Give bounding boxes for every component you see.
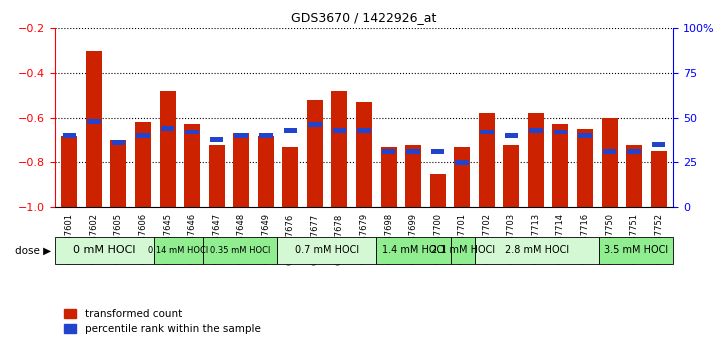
Bar <box>111 140 125 145</box>
Text: 3.5 mM HOCl: 3.5 mM HOCl <box>604 245 668 256</box>
Bar <box>475 237 599 264</box>
Bar <box>283 128 297 133</box>
Bar <box>651 151 667 207</box>
Bar <box>61 136 77 207</box>
Bar <box>529 128 542 133</box>
Bar <box>111 140 127 207</box>
Bar <box>203 237 277 264</box>
Bar <box>307 100 323 207</box>
Bar <box>553 124 569 207</box>
Bar <box>259 133 272 138</box>
Bar <box>136 133 150 138</box>
Bar <box>628 149 641 154</box>
Bar <box>357 128 371 133</box>
Bar <box>480 130 494 135</box>
Bar <box>258 136 274 207</box>
Bar <box>626 144 642 207</box>
Bar <box>234 133 248 138</box>
Bar <box>479 113 495 207</box>
Bar <box>210 137 223 142</box>
Bar <box>308 122 322 127</box>
Bar <box>528 113 544 207</box>
Legend: transformed count, percentile rank within the sample: transformed count, percentile rank withi… <box>60 305 265 338</box>
Text: 0 mM HOCl: 0 mM HOCl <box>73 245 135 256</box>
Bar <box>381 149 395 154</box>
Bar <box>331 91 347 207</box>
Bar <box>186 130 199 135</box>
Bar <box>55 237 154 264</box>
Bar <box>277 237 376 264</box>
Bar <box>154 237 203 264</box>
Bar <box>505 133 518 138</box>
Bar <box>209 144 225 207</box>
Bar <box>503 144 519 207</box>
Bar <box>159 91 175 207</box>
Bar <box>333 128 347 133</box>
Bar <box>381 147 397 207</box>
Text: 2.8 mM HOCl: 2.8 mM HOCl <box>505 245 569 256</box>
Bar <box>406 149 420 154</box>
Text: 0.14 mM HOCl: 0.14 mM HOCl <box>149 246 208 255</box>
Text: 0.35 mM HOCl: 0.35 mM HOCl <box>210 246 270 255</box>
Text: 0.7 mM HOCl: 0.7 mM HOCl <box>295 245 359 256</box>
Bar <box>282 147 298 207</box>
Bar <box>356 102 372 207</box>
Bar <box>601 118 617 207</box>
Bar <box>233 133 249 207</box>
Bar <box>86 51 102 207</box>
Bar <box>161 126 174 131</box>
Bar <box>578 133 592 138</box>
Bar <box>454 147 470 207</box>
Bar <box>431 149 445 154</box>
Bar <box>63 133 76 138</box>
Text: 2.1 mM HOCl: 2.1 mM HOCl <box>431 245 495 256</box>
Bar <box>554 130 567 135</box>
Bar <box>376 237 451 264</box>
Text: GDS3670 / 1422926_at: GDS3670 / 1422926_at <box>291 11 437 24</box>
Bar <box>451 237 475 264</box>
Bar <box>184 124 200 207</box>
Bar <box>456 160 469 165</box>
Bar <box>87 119 100 124</box>
Bar <box>430 173 446 207</box>
Text: dose ▶: dose ▶ <box>15 245 51 256</box>
Bar <box>599 237 673 264</box>
Text: 1.4 mM HOCl: 1.4 mM HOCl <box>381 245 446 256</box>
Bar <box>577 129 593 207</box>
Bar <box>603 149 617 154</box>
Bar <box>652 142 665 147</box>
Bar <box>135 122 151 207</box>
Bar <box>405 144 421 207</box>
